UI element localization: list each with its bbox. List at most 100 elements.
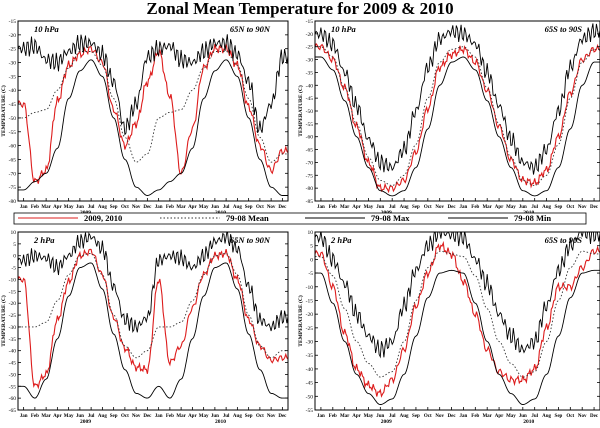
- x-tick-label: Nov: [267, 205, 276, 210]
- latitude-band-label: 65S to 90S: [545, 235, 583, 245]
- latitude-band-label: 65N to 90N: [230, 24, 271, 34]
- x-tick-label: Jun: [376, 205, 384, 210]
- y-tick-label: -50: [9, 116, 17, 122]
- x-tick-label: May: [199, 205, 209, 210]
- y-tick-label: -70: [306, 160, 314, 166]
- x-tick-label: May: [64, 414, 74, 419]
- pressure-level-label: 10 hPa: [34, 24, 60, 34]
- plot-frame: [314, 231, 600, 411]
- y-tick-label: -60: [306, 135, 314, 141]
- year-label: 2010: [523, 419, 534, 425]
- series-line-79-08-mean: [315, 46, 600, 187]
- y-tick-label: -35: [306, 353, 314, 359]
- y-tick-label: -50: [306, 109, 314, 115]
- y-tick-label: -45: [306, 381, 314, 387]
- y-tick-label: -40: [9, 88, 17, 94]
- y-tick-label: -25: [9, 47, 17, 53]
- x-tick-label: Dec: [590, 205, 599, 210]
- x-tick-label: Dec: [448, 414, 457, 419]
- y-tick-label: 5: [13, 242, 16, 248]
- y-tick-label: -45: [306, 96, 314, 102]
- x-tick-label: Jul: [88, 414, 95, 419]
- y-tick-label: -20: [306, 312, 314, 318]
- x-tick-label: Aug: [233, 414, 242, 419]
- x-tick-label: Sep: [555, 205, 563, 210]
- x-tick-label: Mar: [41, 414, 51, 419]
- x-tick-label: Dec: [448, 205, 457, 210]
- y-tick-label: -50: [306, 394, 314, 400]
- series-line-79-08-min: [315, 56, 600, 197]
- series-group: [18, 34, 288, 196]
- legend-label: 79-08 Max: [371, 213, 410, 223]
- x-tick-label: Aug: [542, 205, 551, 210]
- y-tick-label: 10: [11, 230, 17, 236]
- x-tick-label: Apr: [53, 414, 62, 419]
- y-tick-label: -5: [308, 271, 313, 277]
- x-tick-label: Mar: [41, 205, 51, 210]
- x-tick-label: Sep: [110, 205, 118, 210]
- chart-panel: -65-60-55-50-45-40-35-30-25-20-15-10-505…: [0, 230, 289, 425]
- x-tick-label: Aug: [542, 414, 551, 419]
- x-tick-label: Feb: [329, 414, 337, 419]
- series-line-79-08-mean: [18, 252, 288, 359]
- y-tick-label: -30: [9, 61, 17, 67]
- plot-frame: [17, 231, 289, 411]
- x-tick-label: May: [506, 414, 516, 419]
- y-tick-label: -15: [9, 19, 17, 25]
- x-tick-label: Sep: [245, 205, 253, 210]
- y-tick-label: -50: [9, 372, 17, 378]
- chart-panel: -85 -80 -75 -70 -65 -60 -55 -50 -45 -40 -35 -30 -25 -…: [297, 19, 600, 216]
- y-axis-title: TEMPERATURE (C): [297, 85, 304, 137]
- x-tick-label: Feb: [166, 414, 174, 419]
- x-tick-label: Jan: [460, 205, 468, 210]
- x-tick-label: Aug: [233, 205, 242, 210]
- legend-label: 79-08 Mean: [226, 213, 269, 223]
- series-line-2009-2010: [315, 240, 600, 398]
- y-tick-label: 0: [13, 254, 16, 260]
- y-tick-label: -55: [306, 408, 314, 414]
- x-tick-label: Oct: [566, 414, 574, 419]
- year-label: 2010: [215, 419, 226, 425]
- x-tick-label: Mar: [482, 414, 492, 419]
- y-tick-label: -5: [11, 266, 16, 272]
- y-tick-label: -80: [306, 186, 314, 192]
- x-tick-label: Feb: [471, 414, 479, 419]
- y-tick-label: -75: [9, 185, 17, 191]
- x-tick-label: Oct: [566, 205, 574, 210]
- x-tick-label: Dec: [143, 414, 152, 419]
- x-tick-label: Jun: [76, 205, 84, 210]
- x-tick-label: Mar: [340, 414, 350, 419]
- x-tick-label: Apr: [188, 205, 197, 210]
- y-tick-label: -70: [9, 171, 17, 177]
- y-tick-label: -30: [306, 340, 314, 346]
- x-tick-label: Oct: [424, 414, 432, 419]
- x-tick-label: Jun: [519, 414, 527, 419]
- y-tick-label: -60: [9, 396, 17, 402]
- y-tick-label: -10: [306, 285, 314, 291]
- x-tick-label: Dec: [143, 205, 152, 210]
- x-tick-label: Feb: [31, 205, 39, 210]
- x-tick-label: Nov: [132, 205, 141, 210]
- x-tick-label: Dec: [590, 414, 599, 419]
- x-tick-label: Jan: [155, 205, 163, 210]
- x-tick-label: Jan: [20, 414, 28, 419]
- y-tick-label: -55: [9, 384, 17, 390]
- y-tick-label: -35: [306, 70, 314, 76]
- y-tick-label: -55: [9, 130, 17, 136]
- x-tick-label: Jan: [460, 414, 468, 419]
- x-tick-label: Nov: [435, 414, 444, 419]
- series-line-2009-2010: [18, 248, 288, 390]
- y-tick-label: -15: [9, 289, 17, 295]
- x-tick-label: Jul: [223, 414, 230, 419]
- series-group: [315, 23, 600, 197]
- y-tick-label: -20: [9, 301, 17, 307]
- x-tick-label: Oct: [121, 414, 129, 419]
- x-tick-label: Jan: [317, 205, 325, 210]
- y-tick-label: -65: [306, 148, 314, 154]
- series-group: [18, 232, 288, 399]
- y-tick-label: -15: [306, 19, 314, 25]
- figure-title: Zonal Mean Temperature for 2009 & 2010: [146, 0, 453, 18]
- y-tick-label: -35: [9, 74, 17, 80]
- y-tick-label: -40: [306, 367, 314, 373]
